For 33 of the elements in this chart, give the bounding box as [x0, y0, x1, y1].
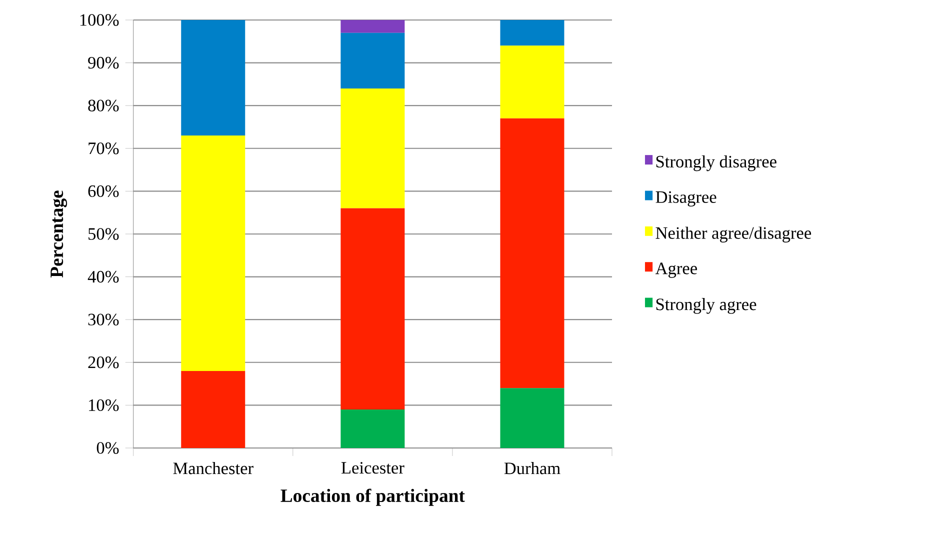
bar — [181, 370, 246, 448]
y-tick-label: 90% — [88, 56, 119, 69]
bar — [500, 388, 564, 448]
bar — [500, 118, 564, 388]
bar — [340, 208, 405, 410]
bar — [340, 20, 405, 33]
bar — [500, 20, 564, 46]
y-tick-label: 80% — [88, 100, 119, 112]
legend-label: Strongly agree — [656, 298, 756, 314]
y-tick-label: 20% — [88, 356, 119, 368]
y-tick-label: 100% — [80, 14, 119, 26]
y-tick-label: 50% — [88, 228, 119, 240]
bar — [340, 88, 405, 208]
legend-label: Agree — [655, 262, 697, 278]
legend-label: Neither agree/disagree — [656, 226, 812, 242]
x-tick-label: Leicester — [341, 462, 404, 474]
bar — [181, 20, 246, 136]
y-axis-title: Percentage — [50, 190, 68, 278]
legend-label: Strongly disagree — [656, 155, 776, 172]
y-tick-label: 40% — [88, 270, 119, 283]
y-tick-label: 70% — [88, 142, 119, 154]
legend-label: Disagree — [656, 191, 716, 207]
x-axis-title: Location of participant — [280, 488, 465, 506]
bar — [181, 136, 246, 371]
bar — [340, 409, 405, 448]
x-tick-label: Durham — [504, 462, 560, 474]
bar — [500, 46, 564, 118]
y-tick-label: 10% — [89, 399, 119, 412]
y-tick-label: 60% — [88, 185, 119, 198]
x-tick-label: Manchester — [173, 462, 254, 474]
y-tick-label: 30% — [88, 314, 119, 326]
bar — [340, 32, 405, 88]
y-tick-label: 0% — [96, 442, 119, 454]
